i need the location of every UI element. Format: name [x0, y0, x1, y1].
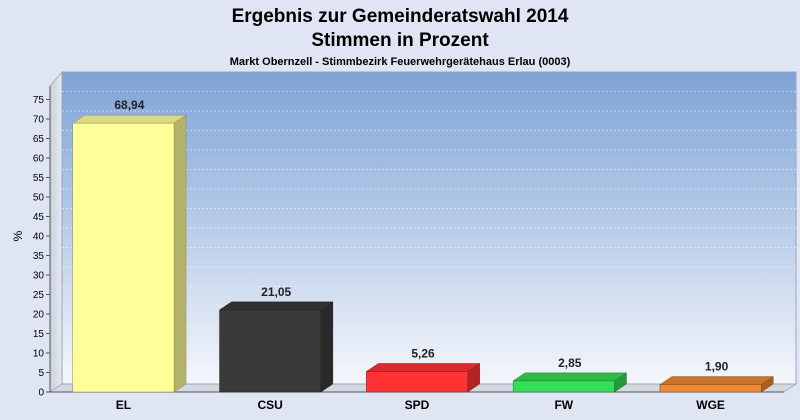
bar-top [218, 301, 334, 311]
bar-front [72, 122, 175, 393]
bar-el: 68,94 [71, 98, 187, 393]
data-label: 2,85 [558, 356, 582, 370]
bar-front [219, 309, 322, 393]
x-category-label: WGE [696, 398, 725, 412]
y-tick-label: 65 [33, 134, 45, 145]
y-axis-label: % [11, 230, 25, 241]
x-axis-categories: EL CSU SPD FW WGE [116, 398, 725, 412]
x-category-label: CSU [258, 398, 283, 412]
bar-spd: 5,26 [365, 346, 481, 393]
chart-subtitle: Markt Obernzell - Stimmbezirk Feuerwehrg… [230, 56, 571, 68]
data-label: 68,94 [114, 98, 144, 112]
y-tick-label: 60 [33, 154, 45, 165]
data-label: 21,05 [261, 285, 291, 299]
bar-wge: 1,90 [659, 360, 775, 393]
bar-top [71, 114, 187, 124]
bars: 68,94 21,05 5,26 2,85 1,90 [71, 98, 775, 393]
x-category-label: EL [116, 398, 131, 412]
bar-side [173, 114, 187, 393]
bar-fw: 2,85 [512, 356, 628, 393]
y-tick-label: 75 [33, 95, 45, 106]
data-label: 1,90 [705, 360, 729, 374]
bar-csu: 21,05 [218, 285, 334, 393]
bar-top [659, 376, 775, 385]
bar-side [320, 301, 334, 393]
chart-title: Ergebnis zur Gemeinderatswahl 2014 [232, 6, 569, 27]
y-tick-label: 10 [33, 349, 45, 360]
plot-side-wall [49, 70, 63, 393]
y-tick-label: 55 [33, 173, 45, 184]
y-tick-label: 15 [33, 329, 45, 340]
y-tick-label: 25 [33, 290, 45, 301]
y-tick-label: 50 [33, 193, 45, 204]
y-tick-label: 35 [33, 251, 45, 262]
y-tick-label: 40 [33, 232, 45, 243]
bar-front [512, 380, 615, 393]
y-tick-label: 30 [33, 271, 45, 282]
y-tick-label: 5 [38, 368, 44, 379]
x-category-label: SPD [405, 398, 430, 412]
y-tick-label: 0 [38, 388, 44, 399]
bar-top [365, 363, 481, 372]
y-tick-label: 45 [33, 212, 45, 223]
x-category-label: FW [554, 398, 573, 412]
bar-top [512, 372, 628, 382]
chart-title-line2: Stimmen in Prozent [311, 30, 489, 51]
y-tick-label: 70 [33, 115, 45, 126]
y-tick-label: 20 [33, 310, 45, 321]
data-label: 5,26 [411, 346, 435, 360]
bar-front [366, 371, 468, 393]
bar-front [659, 384, 762, 393]
